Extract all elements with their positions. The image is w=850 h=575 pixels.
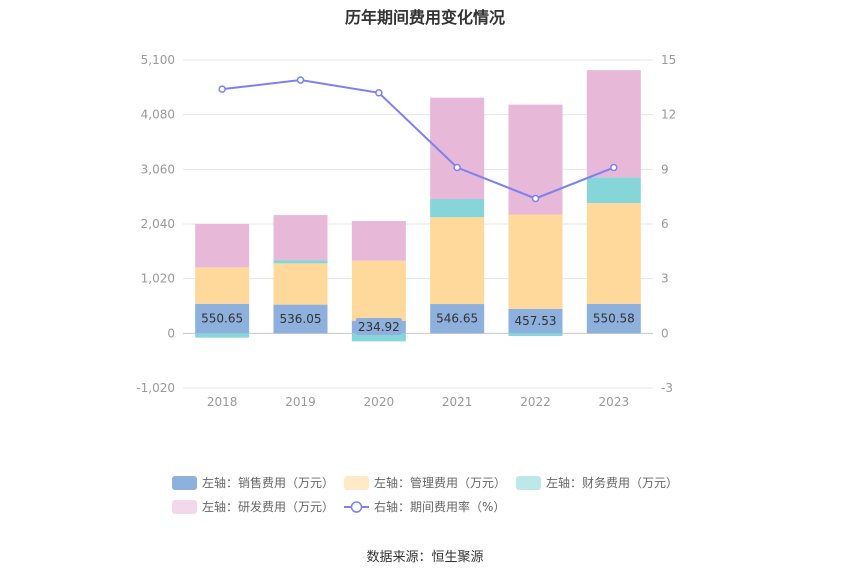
- y-right-tick-label: 15: [661, 53, 676, 67]
- data-source: 数据来源：恒生聚源: [366, 550, 484, 565]
- legend-swatch-icon: [172, 499, 197, 514]
- bar-segment: [508, 214, 563, 309]
- rate-point: [531, 194, 540, 203]
- data-label-background: [355, 318, 402, 336]
- data-label-background: [434, 309, 481, 327]
- bar-segment: [430, 217, 485, 305]
- y-right-tick-label: 9: [661, 162, 669, 176]
- bar-segment: [586, 203, 641, 304]
- bar-segment: [273, 215, 328, 261]
- data-label: 550.65: [201, 312, 243, 326]
- bar-segment: [586, 70, 641, 178]
- y-left-tick-label: 2,040: [141, 217, 175, 231]
- legend-label: 左轴：销售费用（万元）: [202, 476, 335, 490]
- rate-point: [218, 85, 226, 93]
- legend-item[interactable]: 左轴：销售费用（万元）: [172, 474, 334, 491]
- legend-item[interactable]: 左轴：管理费用（万元）: [344, 474, 506, 491]
- data-label: 457.53: [515, 314, 557, 328]
- bar-segment: [430, 97, 485, 199]
- x-tick-label: 2019: [285, 395, 316, 409]
- data-label: 546.65: [436, 312, 478, 326]
- y-right-tick-label: 3: [661, 272, 669, 286]
- legend-label: 左轴：管理费用（万元）: [374, 476, 507, 490]
- legend-swatch-icon: [516, 475, 541, 490]
- data-label-background: [512, 312, 559, 330]
- x-tick-label: 2020: [364, 395, 395, 409]
- chart-title: 历年期间费用变化情况: [344, 8, 505, 27]
- y-left-tick-label: 5,100: [141, 53, 175, 67]
- bar-segment: [508, 333, 563, 337]
- x-tick-label: 2021: [442, 395, 473, 409]
- rate-point: [453, 163, 461, 172]
- bar-segment: [195, 267, 250, 304]
- y-right-tick-label: 6: [661, 217, 669, 231]
- bar-segment: [351, 260, 406, 321]
- y-left-tick-label: -1,020: [136, 381, 175, 395]
- data-label: 550.58: [593, 312, 635, 326]
- data-label-background: [199, 309, 246, 327]
- bar-segment: [586, 177, 641, 204]
- bar-segment: [195, 333, 250, 338]
- rate-point: [296, 76, 305, 84]
- data-label-background: [277, 309, 324, 327]
- y-left-tick-label: 3,060: [141, 162, 175, 176]
- data-label: 234.92: [358, 320, 400, 334]
- legend-label: 右轴：期间费用率（%）: [374, 500, 506, 514]
- bar-segment: [351, 221, 406, 261]
- bar-segment: [430, 198, 485, 218]
- bar-segment: [273, 263, 328, 305]
- legend-label: 左轴：研发费用（万元）: [202, 500, 335, 514]
- legend-swatch-icon: [172, 475, 197, 490]
- bar-segment: [351, 333, 406, 342]
- y-right-tick-label: 12: [661, 108, 676, 122]
- data-label-background: [590, 309, 637, 327]
- rate-point: [610, 163, 618, 172]
- legend-item[interactable]: 右轴：期间费用率（%）: [344, 498, 505, 515]
- y-right-tick-label: -3: [661, 381, 673, 395]
- y-left-tick-label: 1,020: [141, 272, 175, 286]
- y-left-tick-label: 0: [167, 326, 175, 340]
- legend-swatch-icon: [344, 475, 369, 490]
- legend-label: 左轴：财务费用（万元）: [546, 476, 679, 490]
- legend-item[interactable]: 左轴：研发费用（万元）: [172, 498, 334, 515]
- x-tick-label: 2018: [207, 395, 238, 409]
- y-right-tick-label: 0: [661, 326, 669, 340]
- x-tick-label: 2023: [599, 395, 630, 409]
- y-left-tick-label: 4,080: [141, 108, 175, 122]
- legend-item[interactable]: 左轴：财务费用（万元）: [516, 474, 678, 491]
- bar-segment: [195, 223, 250, 268]
- rate-line: [222, 79, 615, 200]
- x-tick-label: 2022: [520, 395, 551, 409]
- rate-point: [375, 89, 383, 97]
- legend-line-marker-icon: [344, 500, 369, 514]
- bar-segment: [273, 260, 328, 264]
- data-label: 536.05: [280, 312, 322, 326]
